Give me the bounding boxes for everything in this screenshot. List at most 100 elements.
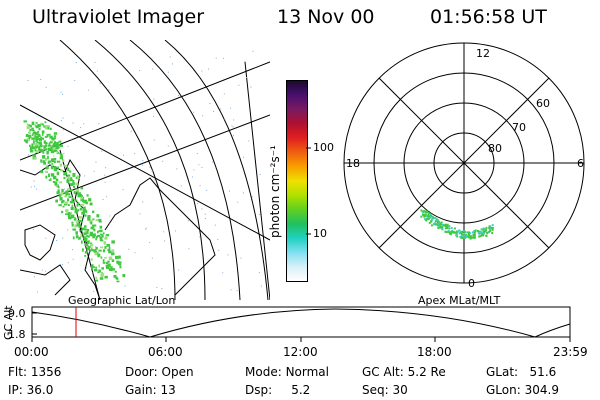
aurora-pixel [44, 136, 48, 138]
noise-pixel [105, 167, 107, 169]
aurora-geo [23, 50, 262, 293]
noise-pixel [199, 185, 201, 187]
aurora-pixel [80, 186, 84, 190]
aurora-pixel [47, 161, 50, 165]
aurora-pixel [82, 198, 84, 203]
aurora-pixel [444, 230, 447, 233]
noise-pixel [167, 145, 169, 147]
aurora-pixel [75, 235, 79, 239]
aurora-pixel [50, 173, 55, 177]
aurora-pixel [55, 178, 59, 182]
aurora-pixel [50, 164, 54, 167]
aurora-pixel [438, 221, 441, 224]
aurora-pixel [38, 141, 42, 145]
noise-pixel [153, 115, 155, 117]
aurora-pixel [42, 155, 46, 159]
aurora-pixel [437, 222, 440, 225]
aurora-pixel [424, 210, 427, 213]
aurora-pixel [453, 231, 456, 234]
noise-pixel [204, 217, 206, 219]
aurora-pixel [98, 220, 102, 223]
aurora-pixel [429, 215, 432, 218]
aurora-pixel [66, 188, 70, 192]
aurora-pixel [55, 199, 58, 203]
aurora-pixel [96, 234, 101, 237]
aurora-pixel [95, 246, 98, 250]
aurora-pixel [40, 137, 44, 140]
aurora-pixel [53, 157, 57, 161]
aurora-pixel [100, 239, 104, 242]
noise-pixel [130, 131, 132, 133]
aurora-pixel [95, 238, 97, 241]
noise-pixel [169, 56, 171, 58]
aurora-pixel [49, 178, 52, 181]
aurora-pixel [102, 249, 106, 253]
aurora-pixel [29, 130, 31, 135]
aurora-pixel [467, 234, 470, 237]
aurora-pixel [73, 190, 76, 193]
aurora-pixel [77, 194, 82, 198]
aurora-pixel [86, 247, 90, 251]
noise-pixel [68, 188, 70, 190]
aurora-pixel [66, 179, 70, 183]
aurora-pixel [64, 203, 68, 206]
aurora-pixel [29, 128, 32, 131]
aurora-pixel [44, 121, 47, 124]
aurora-pixel [34, 132, 39, 136]
aurora-pixel [75, 231, 78, 235]
aurora-pixel [60, 154, 63, 158]
aurora-pixel [118, 261, 122, 264]
aurora-pixel [438, 224, 441, 227]
aurora-pixel [105, 261, 109, 265]
time-tick-1200: 12:00 [283, 345, 318, 359]
aurora-pixel [111, 252, 115, 255]
aurora-pixel [99, 237, 103, 241]
aurora-pixel [47, 133, 51, 136]
aurora-pixel [103, 241, 107, 245]
noise-pixel [72, 122, 74, 124]
aurora-pixel [86, 194, 89, 197]
mode-info: Mode: Normal [245, 365, 329, 379]
aurora-pixel [441, 223, 444, 226]
aurora-pixel [92, 224, 95, 228]
aurora-pixel [89, 243, 94, 247]
aurora-pixel [71, 204, 74, 207]
aurora-pixel [62, 199, 65, 203]
aurora-pixel [80, 233, 83, 237]
noise-pixel [153, 98, 155, 100]
aurora-pixel [425, 215, 428, 218]
aurora-pixel [48, 173, 50, 178]
altitude-tick-1-8: 1.8 [8, 328, 26, 341]
noise-pixel [98, 123, 100, 125]
aurora-pixel [448, 227, 451, 230]
aurora-pixel [40, 149, 45, 153]
aurora-pixel [463, 232, 466, 235]
noise-pixel [152, 68, 154, 70]
noise-pixel [93, 170, 95, 172]
aurora-pixel [31, 129, 35, 132]
aurora-pixel [115, 276, 118, 280]
mlt-label-18: 18 [346, 157, 360, 170]
aurora-pixel [84, 230, 87, 233]
aurora-pixel [67, 213, 71, 217]
lat-label-70: 70 [512, 121, 526, 134]
aurora-pixel [102, 259, 105, 263]
aurora-pixel [64, 164, 68, 168]
noise-pixel [134, 252, 136, 254]
aurora-pixel [23, 139, 27, 142]
aurora-pixel [45, 175, 48, 179]
aurora-pixel [31, 137, 34, 140]
aurora-pixel [42, 151, 45, 154]
aurora-pixel [55, 150, 58, 152]
noise-pixel [108, 89, 110, 91]
time-tick-0600: 06:00 [148, 345, 183, 359]
noise-pixel [27, 79, 29, 81]
aurora-pixel [25, 140, 28, 144]
noise-pixel [196, 153, 198, 155]
aurora-pixel [31, 143, 34, 147]
aurora-pixel [113, 274, 117, 278]
aurora-pixel [61, 200, 64, 204]
noise-pixel [104, 174, 106, 176]
noise-pixel [95, 246, 97, 248]
aurora-pixel [72, 228, 77, 231]
